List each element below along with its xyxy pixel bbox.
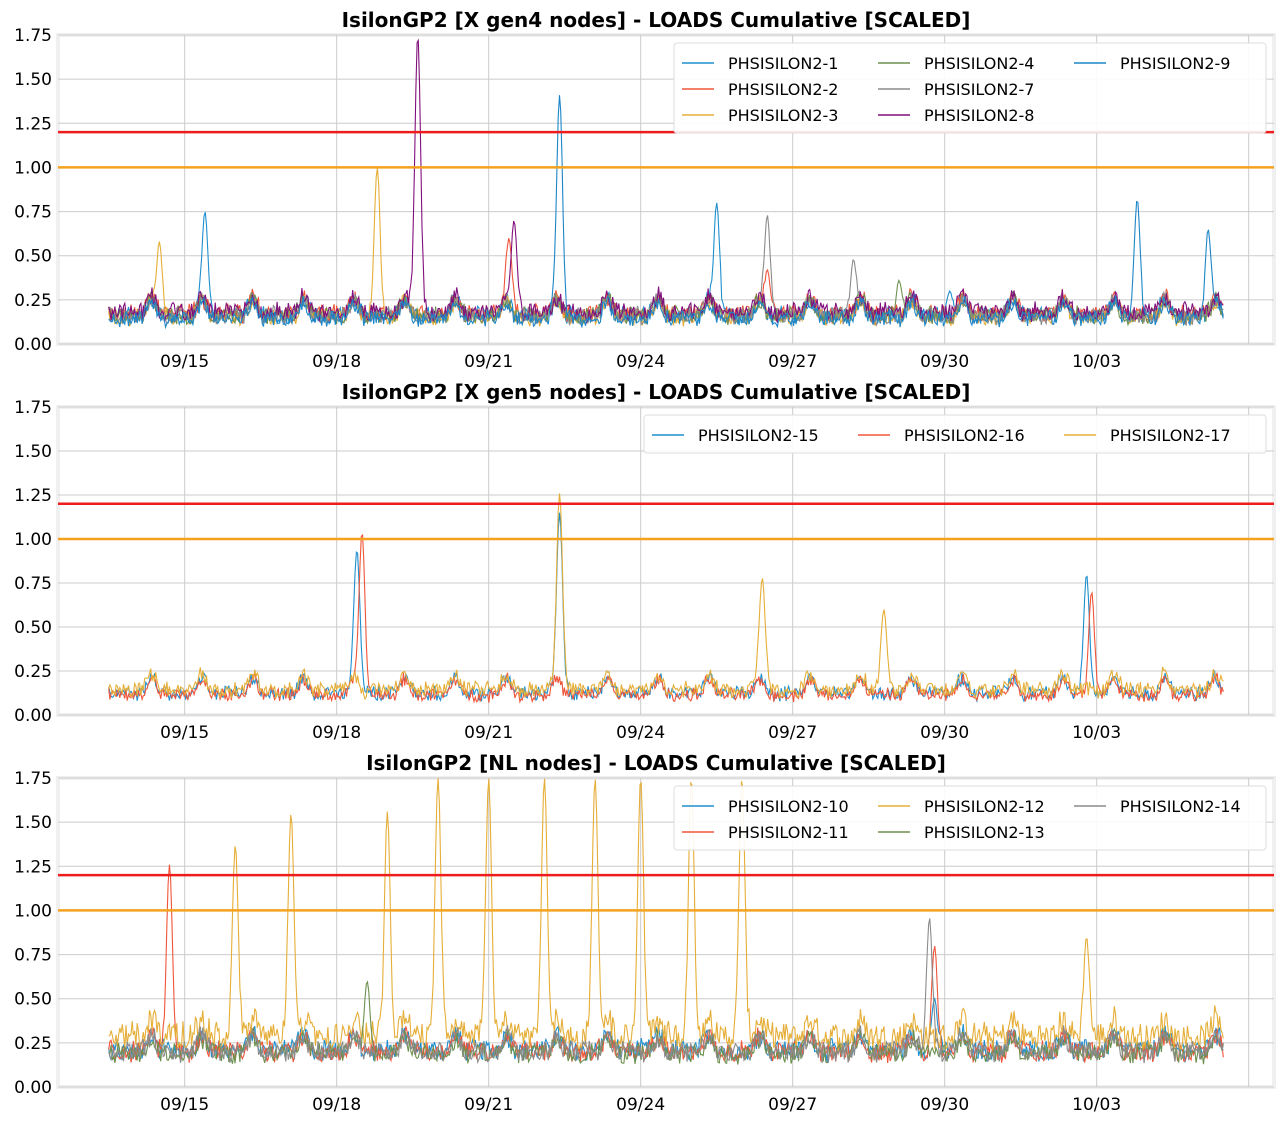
y-tick-label: 0.00 <box>14 706 52 726</box>
legend-entry: PHSISILON2-4 <box>924 54 1034 73</box>
legend-entry: PHSISILON2-8 <box>924 106 1034 125</box>
y-tick-label: 1.25 <box>14 486 52 506</box>
y-tick-label: 1.00 <box>14 158 52 178</box>
x-tick-label: 09/27 <box>768 723 817 743</box>
y-tick-label: 0.25 <box>14 662 52 682</box>
legend-box <box>643 414 1267 454</box>
legend: PHSISILON2-10 PHSISILON2-11 PHSISILON2-12 P… <box>673 785 1267 851</box>
chart-panel-3: 0.00 0.25 0.50 0.75 1.00 1.25 1.50 1.75 09/15 09/… <box>14 751 1276 1115</box>
x-tick-label: 09/27 <box>768 1095 817 1115</box>
x-tick-label: 09/15 <box>160 723 209 743</box>
series-line-phsisilon2-17 <box>108 493 1224 701</box>
chart-title: IsilonGP2 [NL nodes] - LOADS Cumulative … <box>366 751 946 775</box>
legend-entry: PHSISILON2-17 <box>1110 426 1231 445</box>
legend-box <box>673 42 1267 134</box>
chart-panel-2: 0.00 0.25 0.50 0.75 1.00 1.25 1.50 1.75 09/15 09/… <box>14 380 1276 743</box>
x-tick-label: 10/03 <box>1072 352 1121 372</box>
y-tick-label: 1.50 <box>14 442 52 462</box>
y-tick-label: 0.75 <box>14 203 52 223</box>
y-tick-label: 0.50 <box>14 247 52 267</box>
x-tick-label: 09/24 <box>616 352 665 372</box>
legend-entry: PHSISILON2-15 <box>698 426 819 445</box>
chart-panel-1: 0.00 0.25 0.50 0.75 1.00 1.25 1.50 1.75 09/15 09/… <box>14 8 1276 372</box>
y-tick-label: 1.25 <box>14 114 52 134</box>
series-line-phsisilon2-12 <box>108 778 1224 1055</box>
chart-title: IsilonGP2 [X gen4 nodes] - LOADS Cumulat… <box>342 8 971 32</box>
y-tick-label: 0.25 <box>14 291 52 311</box>
legend-entry: PHSISILON2-2 <box>728 80 838 99</box>
x-tick-label: 09/30 <box>920 1095 969 1115</box>
y-tick-label: 0.50 <box>14 990 52 1010</box>
y-tick-label: 1.00 <box>14 901 52 921</box>
x-tick-label: 09/18 <box>312 723 361 743</box>
y-tick-label: 1.25 <box>14 857 52 877</box>
y-tick-label: 0.25 <box>14 1034 52 1054</box>
y-tick-label: 0.75 <box>14 574 52 594</box>
x-tick-label: 09/24 <box>616 1095 665 1115</box>
y-tick-label: 0.00 <box>14 335 52 355</box>
legend-entry: PHSISILON2-1 <box>728 54 838 73</box>
plot-area <box>56 405 1276 717</box>
legend-entry: PHSISILON2-12 <box>924 797 1045 816</box>
y-tick-label: 1.75 <box>14 769 52 789</box>
series-line-phsisilon2-16 <box>108 533 1224 704</box>
y-tick-label: 0.00 <box>14 1078 52 1098</box>
chart-title: IsilonGP2 [X gen5 nodes] - LOADS Cumulat… <box>342 380 971 404</box>
y-tick-label: 1.50 <box>14 813 52 833</box>
x-tick-label: 09/24 <box>616 723 665 743</box>
x-tick-label: 09/21 <box>464 1095 513 1115</box>
y-tick-label: 0.75 <box>14 946 52 966</box>
legend-entry: PHSISILON2-13 <box>924 823 1045 842</box>
x-tick-label: 09/21 <box>464 723 513 743</box>
y-tick-label: 1.50 <box>14 70 52 90</box>
series-line-phsisilon2-10 <box>108 997 1224 1063</box>
legend-box <box>673 785 1267 851</box>
x-tick-label: 09/30 <box>920 723 969 743</box>
x-tick-label: 09/18 <box>312 352 361 372</box>
series-line-phsisilon2-9 <box>108 95 1224 330</box>
y-tick-label: 1.75 <box>14 26 52 46</box>
legend-entry: PHSISILON2-3 <box>728 106 838 125</box>
legend-entry: PHSISILON2-16 <box>904 426 1025 445</box>
legend: PHSISILON2-1 PHSISILON2-2 PHSISILON2-3 PHSI… <box>673 42 1267 134</box>
legend-entry: PHSISILON2-14 <box>1120 797 1241 816</box>
x-tick-label: 09/21 <box>464 352 513 372</box>
x-tick-label: 09/15 <box>160 352 209 372</box>
series-line-phsisilon2-8 <box>108 38 1224 325</box>
x-tick-label: 10/03 <box>1072 1095 1121 1115</box>
x-tick-label: 10/03 <box>1072 723 1121 743</box>
legend-entry: PHSISILON2-7 <box>924 80 1034 99</box>
x-tick-label: 09/18 <box>312 1095 361 1115</box>
y-tick-label: 0.50 <box>14 618 52 638</box>
y-tick-label: 1.75 <box>14 398 52 418</box>
x-tick-label: 09/30 <box>920 352 969 372</box>
x-tick-label: 09/15 <box>160 1095 209 1115</box>
series-line-phsisilon2-14 <box>108 918 1224 1065</box>
legend-entry: PHSISILON2-10 <box>728 797 849 816</box>
y-tick-label: 1.00 <box>14 530 52 550</box>
legend-entry: PHSISILON2-11 <box>728 823 849 842</box>
legend-entry: PHSISILON2-9 <box>1120 54 1230 73</box>
legend: PHSISILON2-15 PHSISILON2-16 PHSISILON2-17 <box>643 414 1267 454</box>
x-tick-label: 09/27 <box>768 352 817 372</box>
